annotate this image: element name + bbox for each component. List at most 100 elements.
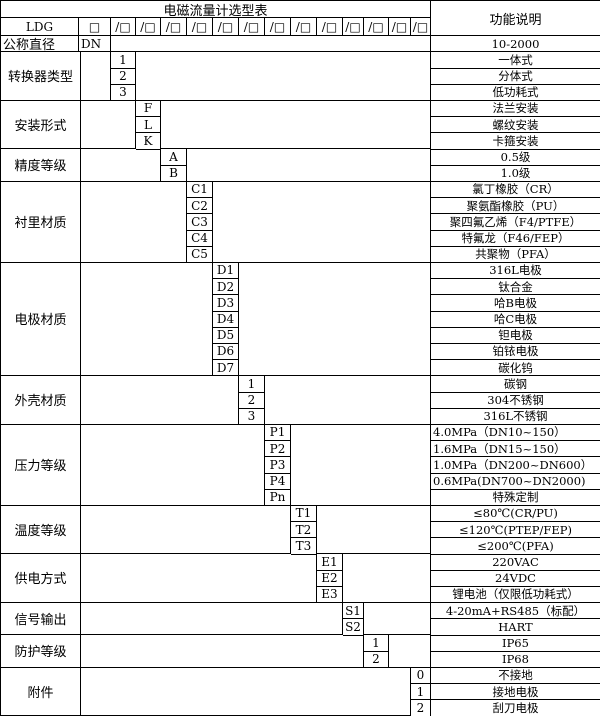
table-title: 电磁流量计选型表 — [1, 1, 431, 18]
model-slot: /□ — [187, 18, 213, 36]
option-code: 2 — [411, 700, 431, 716]
option-desc: 304不锈钢 — [431, 392, 600, 409]
option-desc: 1.6MPa（DN15~150） — [431, 441, 600, 458]
group-label: 外壳材质 — [1, 376, 81, 425]
option-desc: 1.0MPa（DN200~DN600） — [431, 457, 600, 474]
option-desc: 铂铱电极 — [431, 344, 600, 361]
option-desc: 卡箍安装 — [431, 133, 600, 150]
option-code: Pn — [265, 489, 291, 507]
blank-cell — [213, 181, 431, 263]
model-slot: /□ — [265, 18, 291, 36]
blank-cell — [81, 554, 317, 603]
group-label: 温度等级 — [1, 505, 81, 555]
group-label: 压力等级 — [1, 424, 81, 506]
blank-cell — [81, 505, 291, 555]
option-code: 3 — [239, 408, 265, 426]
blank-cell — [239, 262, 431, 376]
option-code: D2 — [213, 278, 239, 296]
model-prefix: LDG — [1, 18, 79, 36]
model-slot: /□ — [111, 18, 136, 36]
option-desc: 哈C电极 — [431, 311, 600, 328]
option-code: E3 — [317, 586, 343, 604]
blank-cell — [81, 100, 136, 150]
option-desc: 螺纹安装 — [431, 117, 600, 134]
option-code: 1 — [364, 635, 389, 652]
option-desc: 不接地 — [431, 668, 600, 685]
option-desc: 0.6MPa(DN700~DN2000) — [431, 473, 600, 490]
model-slot: /□ — [411, 18, 431, 36]
group-label: 信号输出 — [1, 602, 81, 636]
blank-cell — [81, 667, 411, 716]
blank-cell — [161, 100, 431, 150]
option-code: 1 — [411, 683, 431, 701]
option-code: K — [136, 133, 161, 150]
option-desc: ≤80℃(CR/PU) — [431, 506, 600, 523]
blank-cell — [81, 635, 364, 668]
option-code: D3 — [213, 295, 239, 312]
option-desc: 碳钢 — [431, 376, 600, 393]
option-code: 1 — [111, 52, 136, 69]
option-code: T3 — [291, 538, 317, 555]
option-desc: 刮刀电极 — [431, 700, 600, 716]
option-desc: 分体式 — [431, 68, 600, 85]
blank-cell — [343, 554, 431, 603]
option-code: B — [161, 165, 187, 183]
option-desc: IP68 — [431, 651, 600, 669]
option-code: D1 — [213, 262, 239, 280]
option-desc: 0.5级 — [431, 149, 600, 166]
blank-cell — [187, 149, 431, 182]
model-slot: /□ — [389, 18, 411, 36]
option-code: C3 — [187, 214, 213, 231]
group-label: 精度等级 — [1, 149, 81, 182]
blank-cell — [81, 376, 239, 425]
option-code: L — [136, 116, 161, 134]
option-desc: 钛合金 — [431, 279, 600, 296]
option-code: C2 — [187, 197, 213, 215]
nominal-label: 公称直径 — [1, 36, 79, 52]
option-desc: IP65 — [431, 635, 600, 652]
group-label: 附件 — [1, 667, 81, 716]
group-label: 防护等级 — [1, 635, 81, 668]
group-label: 转换器类型 — [1, 52, 81, 101]
model-slot: /□ — [136, 18, 161, 36]
blank-cell — [136, 52, 431, 101]
option-desc: ≤200℃(PFA) — [431, 538, 600, 555]
model-slot: /□ — [239, 18, 265, 36]
option-desc: 4-20mA+RS485（标配） — [431, 603, 600, 620]
option-code: T2 — [291, 521, 317, 539]
blank-cell — [111, 36, 431, 52]
option-desc: 锂电池（仅限低功耗式） — [431, 587, 600, 604]
blank-cell — [81, 424, 265, 506]
model-slot: /□ — [317, 18, 343, 36]
blank-cell — [389, 635, 431, 668]
model-slot: /□ — [364, 18, 389, 36]
blank-cell — [81, 602, 343, 636]
option-desc: 低功耗式 — [431, 84, 600, 102]
option-desc: 4.0MPa（DN10~150） — [431, 425, 600, 442]
option-code: C1 — [187, 181, 213, 199]
option-desc: 316L不锈钢 — [431, 408, 600, 426]
option-code: T1 — [291, 505, 317, 523]
group-label: 衬里材质 — [1, 181, 81, 263]
option-code: D7 — [213, 359, 239, 377]
option-code: 2 — [111, 68, 136, 85]
option-code: F — [136, 100, 161, 118]
function-header: 功能说明 — [431, 1, 600, 36]
option-code: 1 — [239, 376, 265, 393]
option-code: D5 — [213, 327, 239, 345]
option-desc: 一体式 — [431, 52, 600, 69]
option-desc: 哈B电极 — [431, 295, 600, 312]
option-desc: 316L电极 — [431, 263, 600, 280]
model-slot: /□ — [291, 18, 317, 36]
blank-cell — [364, 602, 431, 636]
option-code: C5 — [187, 246, 213, 264]
option-desc: 钽电极 — [431, 327, 600, 345]
option-desc: 氯丁橡胶（CR） — [431, 182, 600, 199]
option-desc: 碳化钨 — [431, 360, 600, 377]
option-code: D6 — [213, 343, 239, 361]
blank-cell — [291, 424, 431, 506]
nominal-code: DN — [79, 36, 111, 52]
blank-cell — [265, 376, 431, 425]
model-slot: /□ — [161, 18, 187, 36]
